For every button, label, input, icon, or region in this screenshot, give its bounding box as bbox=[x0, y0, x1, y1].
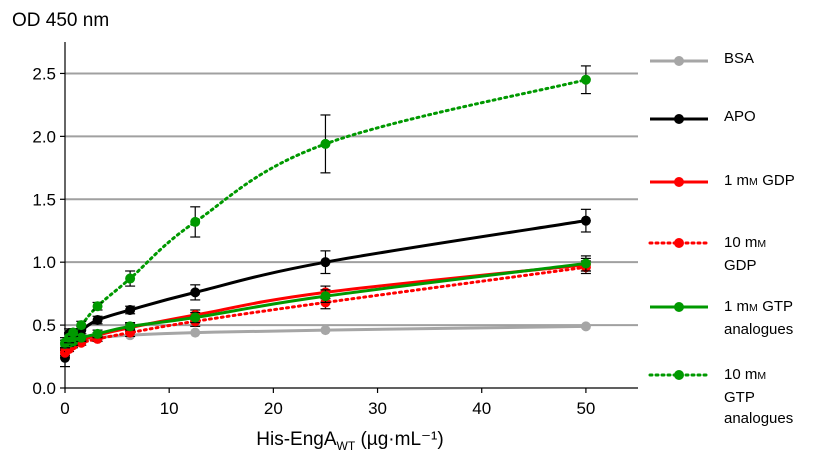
unit-smallcaps: M bbox=[749, 302, 759, 314]
data-point bbox=[190, 216, 201, 227]
series-3 bbox=[60, 260, 591, 358]
legend-label: 10 mM GDP bbox=[724, 232, 766, 276]
x-tick-label: 0 bbox=[60, 399, 69, 418]
legend-marker bbox=[674, 302, 684, 312]
data-point bbox=[190, 312, 201, 323]
unit-smallcaps: M bbox=[757, 370, 767, 382]
legend-swatch-5 bbox=[648, 370, 710, 380]
y-tick-label: 0.5 bbox=[32, 316, 56, 335]
legend-swatch-1 bbox=[650, 114, 708, 124]
legend-label: 1 mM GDP bbox=[724, 170, 795, 193]
data-point bbox=[76, 320, 87, 331]
legend-label: 1 mM GTP analogues bbox=[724, 296, 793, 340]
data-point bbox=[580, 321, 591, 332]
legend-label-line: 10 mM bbox=[724, 234, 767, 251]
legend-label-line: 10 mM bbox=[724, 366, 767, 383]
legend-label-line: 1 mM GTP bbox=[724, 298, 794, 315]
y-tick-label: 1.5 bbox=[32, 190, 56, 209]
data-point bbox=[68, 327, 79, 338]
legend-label-line: GDP bbox=[724, 257, 757, 274]
data-point bbox=[92, 301, 103, 312]
legend-marker bbox=[674, 114, 684, 124]
data-point bbox=[580, 74, 591, 85]
data-point bbox=[92, 315, 103, 326]
data-point bbox=[320, 291, 331, 302]
unit-smallcaps: M bbox=[757, 238, 767, 250]
data-point bbox=[125, 321, 136, 332]
legend-label-line: 1 mM GDP bbox=[724, 172, 795, 189]
data-point bbox=[320, 138, 331, 149]
data-point bbox=[190, 287, 201, 298]
data-point bbox=[125, 304, 136, 315]
series-line bbox=[63, 265, 588, 355]
x-axis-title-subscript: WT bbox=[336, 438, 356, 453]
y-tick-label: 2.5 bbox=[32, 64, 56, 83]
x-axis-title-unit: (µg·mL⁻¹) bbox=[355, 429, 444, 450]
legend-label: 10 mM GTP analogues bbox=[724, 364, 793, 429]
legend-swatch-2 bbox=[650, 177, 708, 187]
legend-label: APO bbox=[724, 106, 756, 127]
y-tick-label: 1.0 bbox=[32, 253, 56, 272]
legend-swatch-3 bbox=[648, 238, 710, 248]
data-point bbox=[190, 327, 201, 338]
data-point bbox=[125, 273, 136, 284]
legend-label-line: APO bbox=[724, 108, 756, 125]
series-5 bbox=[60, 65, 591, 349]
legend-label-line: BSA bbox=[724, 50, 755, 67]
legend-label: BSA bbox=[724, 48, 754, 69]
data-point bbox=[92, 328, 103, 339]
legend-marker bbox=[674, 238, 684, 248]
x-tick-label: 50 bbox=[576, 399, 595, 418]
x-tick-label: 30 bbox=[368, 399, 387, 418]
data-point bbox=[580, 258, 591, 269]
legend-label-line: analogues bbox=[724, 321, 794, 338]
legend-swatch-0 bbox=[650, 56, 708, 66]
data-point bbox=[320, 325, 331, 336]
y-tick-label: 2.0 bbox=[32, 127, 56, 146]
x-axis-title-main: His-EngA bbox=[256, 429, 337, 450]
x-axis-title: His-EngAWT (µg·mL⁻¹) bbox=[0, 428, 700, 453]
legend-marker bbox=[674, 56, 684, 66]
unit-smallcaps: M bbox=[749, 176, 759, 188]
x-tick-label: 20 bbox=[264, 399, 283, 418]
data-point bbox=[320, 257, 331, 268]
y-tick-label: 0.0 bbox=[32, 379, 56, 398]
legend-marker bbox=[674, 177, 684, 187]
legend-swatch-4 bbox=[650, 302, 708, 312]
legend-label-line: analogues bbox=[724, 410, 794, 427]
data-point bbox=[580, 215, 591, 226]
x-tick-label: 40 bbox=[472, 399, 491, 418]
legend-marker bbox=[674, 370, 684, 380]
x-tick-label: 10 bbox=[160, 399, 179, 418]
series-line bbox=[63, 78, 588, 345]
y-axis-title: OD 450 nm bbox=[12, 10, 110, 31]
data-point bbox=[76, 332, 87, 343]
legend-label-line: GTP bbox=[724, 389, 755, 406]
